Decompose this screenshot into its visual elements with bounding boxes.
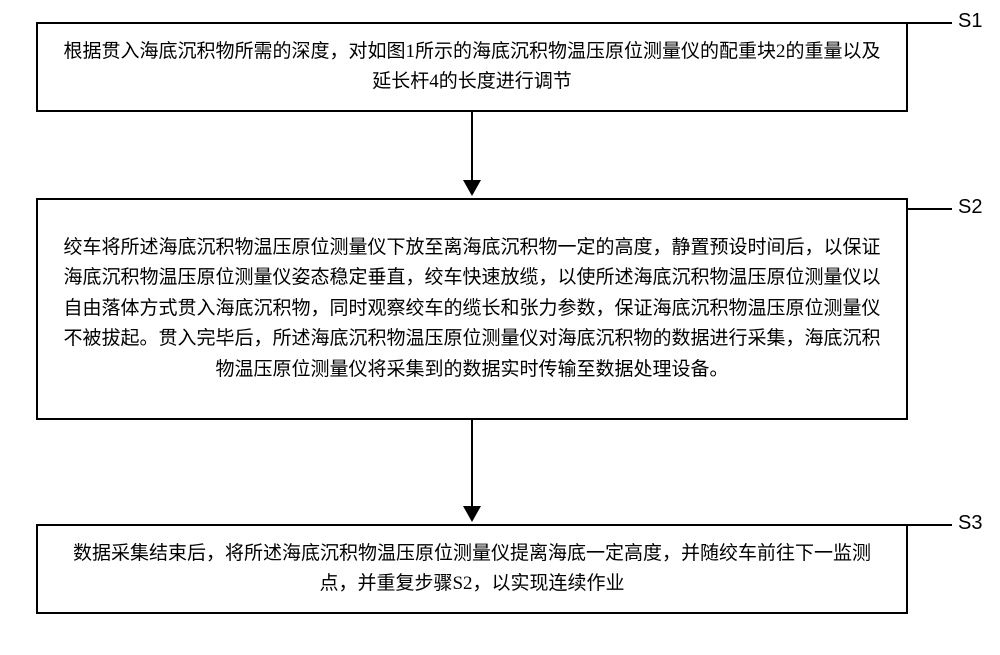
arrow-s1-s2-head	[463, 180, 481, 196]
flow-step-s2: 绞车将所述海底沉积物温压原位测量仪下放至离海底沉积物一定的高度，静置预设时间后，…	[36, 198, 908, 420]
s2-leader-line	[908, 208, 952, 210]
arrow-s2-s3-line	[471, 420, 473, 506]
arrow-s2-s3-head	[463, 506, 481, 522]
s3-leader-line	[908, 524, 952, 526]
s2-label: S2	[958, 196, 982, 219]
s3-label: S3	[958, 512, 982, 535]
flow-step-s3-text: 数据采集结束后，将所述海底沉积物温压原位测量仪提离海底一定高度，并随绞车前往下一…	[58, 539, 886, 600]
s1-label: S1	[958, 10, 982, 33]
s1-leader-line	[908, 22, 952, 24]
flow-step-s2-text: 绞车将所述海底沉积物温压原位测量仪下放至离海底沉积物一定的高度，静置预设时间后，…	[58, 233, 886, 385]
flow-step-s1-text: 根据贯入海底沉积物所需的深度，对如图1所示的海底沉积物温压原位测量仪的配重块2的…	[58, 37, 886, 98]
flow-step-s3: 数据采集结束后，将所述海底沉积物温压原位测量仪提离海底一定高度，并随绞车前往下一…	[36, 524, 908, 614]
flow-step-s1: 根据贯入海底沉积物所需的深度，对如图1所示的海底沉积物温压原位测量仪的配重块2的…	[36, 22, 908, 112]
arrow-s1-s2-line	[471, 112, 473, 180]
